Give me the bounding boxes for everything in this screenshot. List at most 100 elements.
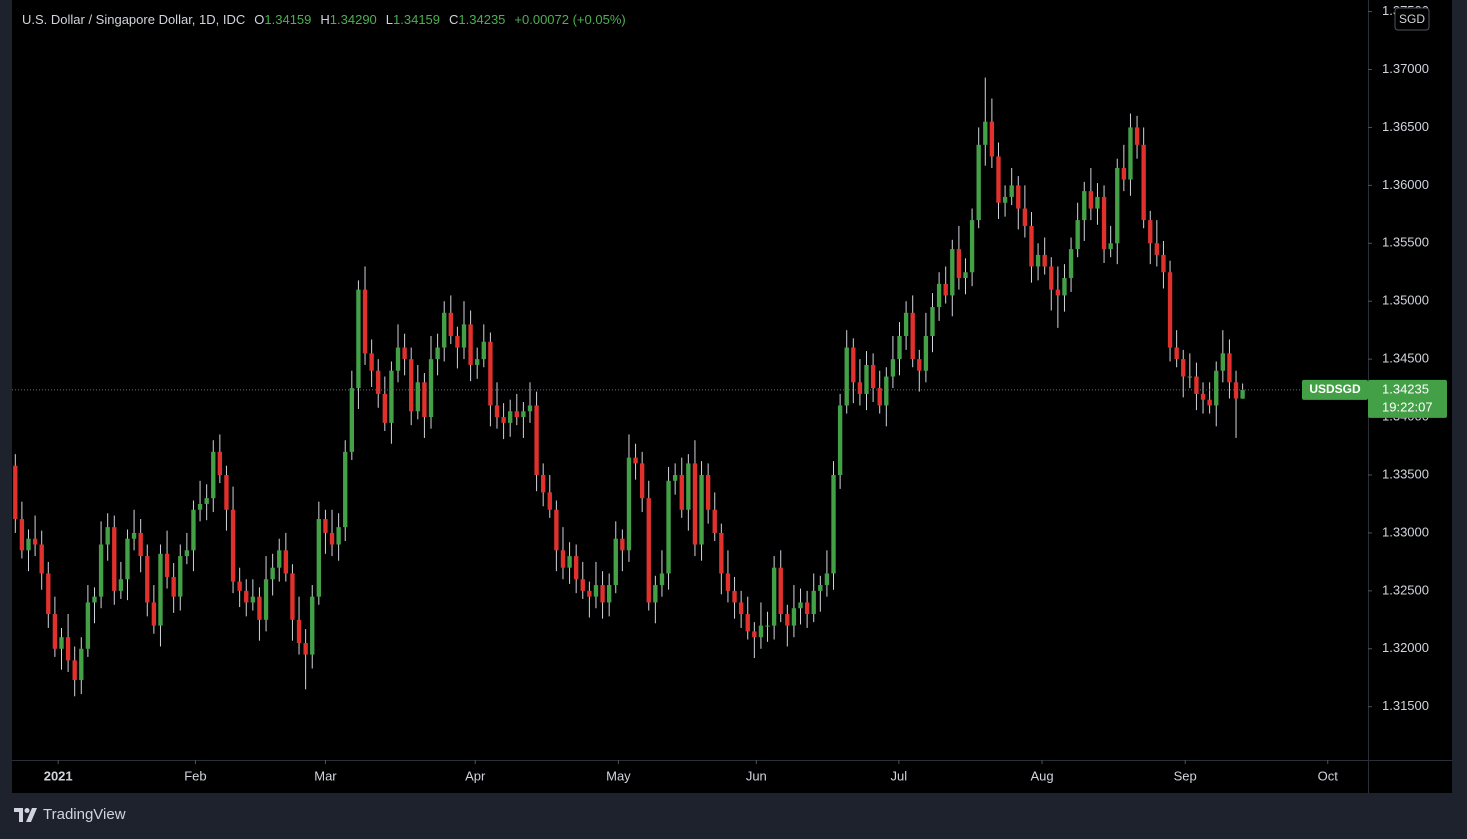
candle-body bbox=[244, 590, 249, 603]
candle-body bbox=[818, 585, 823, 591]
candle-body bbox=[1240, 389, 1245, 399]
candle-body bbox=[745, 614, 750, 632]
candle-body bbox=[851, 347, 856, 383]
candle-body bbox=[1009, 185, 1014, 197]
candle-body bbox=[481, 341, 486, 360]
candle-body bbox=[422, 382, 427, 418]
candle-body bbox=[402, 347, 407, 360]
candle-body bbox=[1049, 266, 1054, 290]
candle-body bbox=[257, 596, 262, 620]
candle-body bbox=[131, 532, 137, 539]
candle-body bbox=[290, 573, 295, 620]
candle-body bbox=[356, 289, 361, 389]
candle-body bbox=[732, 590, 737, 603]
y-tick-label: 1.32500 bbox=[1382, 582, 1429, 597]
candle-body bbox=[224, 475, 229, 510]
candle-body bbox=[738, 602, 744, 615]
candle-body bbox=[969, 220, 975, 273]
candle-body bbox=[184, 550, 190, 557]
candle-body bbox=[620, 538, 625, 551]
y-tick-label: 1.37000 bbox=[1382, 61, 1429, 76]
candle-body bbox=[79, 648, 84, 681]
candle-body bbox=[989, 121, 995, 157]
candle-body bbox=[475, 359, 480, 365]
symbol-title: U.S. Dollar / Singapore Dollar, 1D, IDC bbox=[22, 12, 246, 27]
candle-body bbox=[343, 451, 348, 528]
candle-body bbox=[996, 156, 1001, 203]
plot-area bbox=[12, 77, 1368, 697]
candle-body bbox=[1042, 254, 1047, 267]
price-axis: 1.315001.320001.325001.330001.335001.340… bbox=[1368, 3, 1429, 713]
candle-body bbox=[508, 411, 513, 423]
candle-body bbox=[1134, 127, 1140, 145]
candle-body bbox=[837, 405, 843, 475]
candle-body bbox=[824, 573, 830, 586]
candle-body bbox=[666, 480, 671, 574]
candle-body bbox=[1154, 243, 1160, 255]
candle-body bbox=[976, 144, 981, 221]
candle-body bbox=[646, 498, 651, 603]
x-tick-label: Jul bbox=[891, 768, 908, 783]
candle-body bbox=[963, 272, 968, 279]
candle-body bbox=[303, 642, 308, 655]
candle-body bbox=[442, 312, 447, 348]
candle-body bbox=[151, 602, 157, 626]
candle-body bbox=[547, 492, 552, 510]
candle-body bbox=[382, 393, 387, 423]
candle-body bbox=[1088, 191, 1094, 209]
candle-body bbox=[1167, 272, 1173, 348]
high-label: H bbox=[320, 12, 330, 27]
candle-body bbox=[943, 283, 948, 296]
x-tick-label: Aug bbox=[1030, 768, 1053, 783]
candle-body bbox=[197, 503, 203, 510]
candle-body bbox=[316, 519, 322, 597]
candle-body bbox=[573, 556, 579, 580]
x-tick-label: Mar bbox=[314, 768, 337, 783]
candle-body bbox=[250, 596, 256, 603]
x-tick-label: Jun bbox=[746, 768, 767, 783]
x-tick-label: May bbox=[606, 768, 631, 783]
candle-body bbox=[857, 382, 863, 394]
candle-body bbox=[1233, 382, 1239, 399]
candle-body bbox=[864, 364, 869, 394]
candle-body bbox=[488, 341, 493, 406]
candle-body bbox=[1016, 185, 1021, 209]
candle-body bbox=[237, 581, 242, 591]
candle-body bbox=[672, 475, 678, 481]
y-tick-label: 1.35000 bbox=[1382, 293, 1429, 308]
candle-body bbox=[1055, 289, 1061, 296]
candle-body bbox=[409, 359, 414, 412]
y-tick-label: 1.35500 bbox=[1382, 235, 1429, 250]
candle-body bbox=[1227, 353, 1232, 383]
brand[interactable]: TradingView bbox=[14, 806, 126, 823]
y-tick-label: 1.33500 bbox=[1382, 466, 1429, 481]
currency-box[interactable] bbox=[1394, 7, 1430, 31]
candle-body bbox=[719, 532, 724, 574]
candle-body bbox=[336, 527, 341, 545]
candle-body bbox=[527, 405, 533, 412]
candle-body bbox=[296, 619, 302, 643]
candle-body bbox=[501, 417, 506, 423]
candle-body bbox=[389, 370, 394, 423]
candle-body bbox=[1128, 127, 1133, 180]
candle-body bbox=[785, 614, 790, 626]
candle-body bbox=[1161, 254, 1166, 273]
candle-body bbox=[263, 579, 269, 620]
candle-body bbox=[956, 249, 962, 279]
candle-body bbox=[468, 324, 473, 365]
candle-body bbox=[1082, 191, 1087, 221]
candle-body bbox=[725, 573, 731, 591]
close-value: 1.34235 bbox=[458, 12, 506, 27]
candle-body bbox=[1214, 370, 1219, 406]
y-tick-label: 1.31500 bbox=[1382, 698, 1429, 713]
candle-body bbox=[204, 498, 209, 504]
candle-body bbox=[804, 602, 810, 615]
candle-body bbox=[283, 550, 289, 574]
candle-body bbox=[613, 538, 618, 586]
candle-body bbox=[1062, 278, 1067, 296]
chart-frame bbox=[12, 0, 1452, 793]
candle-body bbox=[1022, 208, 1028, 226]
candle-body bbox=[72, 660, 77, 681]
candle-body bbox=[600, 585, 605, 603]
